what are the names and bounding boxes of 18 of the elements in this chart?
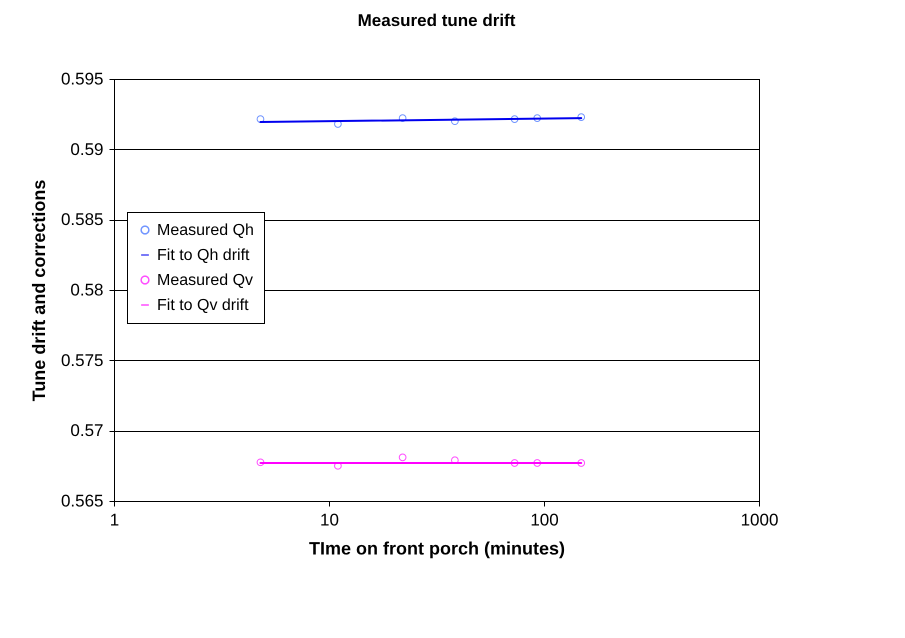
y-tick-label: 0.575 bbox=[60, 350, 104, 370]
chart-title: Measured tune drift bbox=[358, 11, 516, 30]
legend-label: Fit to Qv drift bbox=[157, 297, 250, 314]
legend-label: Measured Qh bbox=[157, 222, 254, 239]
y-tick-label: 0.565 bbox=[60, 492, 104, 510]
x-tick-label: 10 bbox=[320, 510, 339, 530]
y-tick-label: 0.58 bbox=[70, 280, 104, 300]
legend-label: Fit to Qh drift bbox=[157, 247, 250, 264]
y-axis-title: Tune drift and corrections bbox=[28, 180, 49, 402]
x-tick-label: 1000 bbox=[740, 510, 778, 530]
x-tick-label: 100 bbox=[530, 510, 559, 530]
x-axis-title: TIme on front porch (minutes) bbox=[309, 538, 565, 558]
y-tick-label: 0.57 bbox=[70, 421, 104, 440]
y-tick-label: 0.59 bbox=[70, 140, 104, 159]
x-tick-label: 1 bbox=[110, 510, 120, 530]
y-tick-label: 0.595 bbox=[60, 70, 104, 88]
y-tick-label: 0.585 bbox=[60, 210, 104, 230]
legend-label: Measured Qv bbox=[157, 272, 254, 289]
